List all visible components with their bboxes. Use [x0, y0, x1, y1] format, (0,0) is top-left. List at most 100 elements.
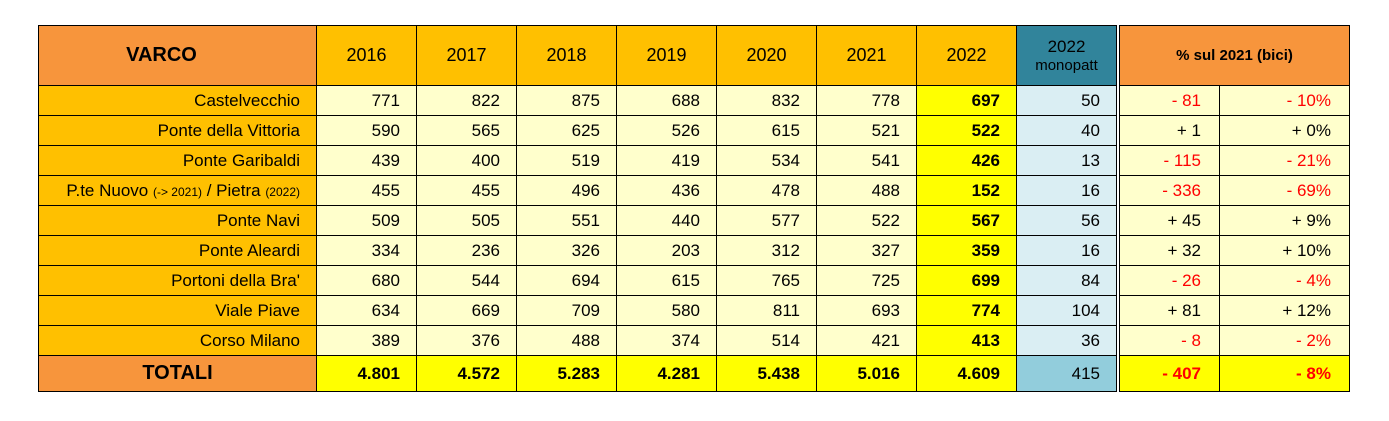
change-row: + 45 + 9% [1119, 205, 1350, 236]
counts-table: VARCO 2016 2017 2018 2019 2020 2021 2022… [38, 25, 1117, 392]
count-cell: 590 [316, 115, 417, 146]
count-cell: 544 [416, 265, 517, 296]
total-value: 5.016 [816, 355, 917, 392]
count-2022-cell: 426 [916, 145, 1017, 176]
header-row: VARCO 2016 2017 2018 2019 2020 2021 2022… [38, 25, 1117, 86]
count-cell: 832 [716, 85, 817, 116]
change-header: % sul 2021 (bici) [1119, 25, 1350, 86]
count-2022-cell: 697 [916, 85, 1017, 116]
count-cell: 577 [716, 205, 817, 236]
count-cell: 436 [616, 175, 717, 206]
diff-cell: + 32 [1119, 235, 1220, 266]
count-cell: 669 [416, 295, 517, 326]
count-cell: 439 [316, 145, 417, 176]
monopatt-cell: 13 [1016, 145, 1117, 176]
count-cell: 765 [716, 265, 817, 296]
table-row: Ponte della Vittoria 590 565 625 526 615 521 52… [38, 115, 1117, 146]
count-cell: 509 [316, 205, 417, 236]
varco-name-note: (-> 2021) [152, 184, 202, 199]
pct-cell: + 0% [1219, 115, 1350, 146]
varco-name: Viale Piave [38, 295, 317, 326]
pct-cell: - 69% [1219, 175, 1350, 206]
count-cell: 521 [816, 115, 917, 146]
count-cell: 615 [616, 265, 717, 296]
diff-cell: - 336 [1119, 175, 1220, 206]
change-row: - 81- 10% [1119, 85, 1350, 116]
count-cell: 312 [716, 235, 817, 266]
pct-cell: - 10% [1219, 85, 1350, 116]
count-cell: 725 [816, 265, 917, 296]
count-cell: 376 [416, 325, 517, 356]
diff-cell: + 81 [1119, 295, 1220, 326]
total-value: 4.572 [416, 355, 517, 392]
count-2022-cell: 699 [916, 265, 1017, 296]
count-cell: 615 [716, 115, 817, 146]
monopatt-header: 2022 monopatt [1016, 25, 1117, 86]
count-cell: 694 [516, 265, 617, 296]
monopatt-cell: 56 [1016, 205, 1117, 236]
table-row: Ponte Garibaldi 439 400 519 419 534 541 426 13 [38, 145, 1117, 176]
total-value: 5.438 [716, 355, 817, 392]
pct-cell: + 9% [1219, 205, 1350, 236]
change-table: % sul 2021 (bici) - 81- 10% + 1 + 0% - 115-… [1119, 25, 1350, 392]
count-cell: 811 [716, 295, 817, 326]
count-cell: 421 [816, 325, 917, 356]
year-header: 2020 [716, 25, 817, 86]
diff-cell: - 8 [1119, 325, 1220, 356]
change-row: + 1 + 0% [1119, 115, 1350, 146]
count-cell: 551 [516, 205, 617, 236]
table-row: Corso Milano 389 376 488 374 514 421 413 36 [38, 325, 1117, 356]
varco-name: Ponte Garibaldi [38, 145, 317, 176]
table-row: Ponte Aleardi 334 236 326 203 312 327 359 16 [38, 235, 1117, 266]
total-2022: 4.609 [916, 355, 1017, 392]
count-cell: 534 [716, 145, 817, 176]
count-cell: 875 [516, 85, 617, 116]
varco-name: Ponte della Vittoria [38, 115, 317, 146]
total-value: 5.283 [516, 355, 617, 392]
total-monopatt: 415 [1016, 355, 1117, 392]
table-row: P.te Nuovo (-> 2021) / Pietra (2022) 455 4… [38, 175, 1117, 206]
change-row: + 81 + 12% [1119, 295, 1350, 326]
year-header: 2022 [916, 25, 1017, 86]
count-cell: 709 [516, 295, 617, 326]
count-cell: 488 [516, 325, 617, 356]
count-cell: 203 [616, 235, 717, 266]
monopatt-year: 2022 [1047, 37, 1086, 57]
diff-cell: - 115 [1119, 145, 1220, 176]
count-cell: 522 [816, 205, 917, 236]
pct-cell: + 10% [1219, 235, 1350, 266]
monopatt-cell: 16 [1016, 235, 1117, 266]
count-cell: 326 [516, 235, 617, 266]
year-header: 2018 [516, 25, 617, 86]
varco-name-part: / Pietra [202, 180, 266, 200]
count-cell: 419 [616, 145, 717, 176]
count-cell: 526 [616, 115, 717, 146]
varco-name: P.te Nuovo (-> 2021) / Pietra (2022) [38, 175, 317, 206]
change-header-row: % sul 2021 (bici) [1119, 25, 1350, 86]
varco-name-note: (2022) [265, 184, 300, 199]
table-row: Portoni della Bra' 680 544 694 615 765 725 699 8… [38, 265, 1117, 296]
pct-cell: - 4% [1219, 265, 1350, 296]
monopatt-cell: 36 [1016, 325, 1117, 356]
varco-name: Corso Milano [38, 325, 317, 356]
count-cell: 778 [816, 85, 917, 116]
diff-cell: + 1 [1119, 115, 1220, 146]
count-2022-cell: 567 [916, 205, 1017, 236]
totals-row: TOTALI 4.801 4.572 5.283 4.281 5.438 5.0… [38, 355, 1117, 392]
pct-cell: + 12% [1219, 295, 1350, 326]
count-cell: 580 [616, 295, 717, 326]
total-pct: - 8% [1219, 355, 1350, 392]
count-cell: 455 [416, 175, 517, 206]
varco-name-part: P.te Nuovo [66, 180, 153, 200]
total-diff: - 407 [1119, 355, 1220, 392]
count-cell: 440 [616, 205, 717, 236]
diff-cell: - 81 [1119, 85, 1220, 116]
count-cell: 680 [316, 265, 417, 296]
count-cell: 541 [816, 145, 917, 176]
count-2022-cell: 522 [916, 115, 1017, 146]
count-cell: 488 [816, 175, 917, 206]
count-2022-cell: 152 [916, 175, 1017, 206]
count-cell: 625 [516, 115, 617, 146]
count-cell: 478 [716, 175, 817, 206]
count-cell: 771 [316, 85, 417, 116]
